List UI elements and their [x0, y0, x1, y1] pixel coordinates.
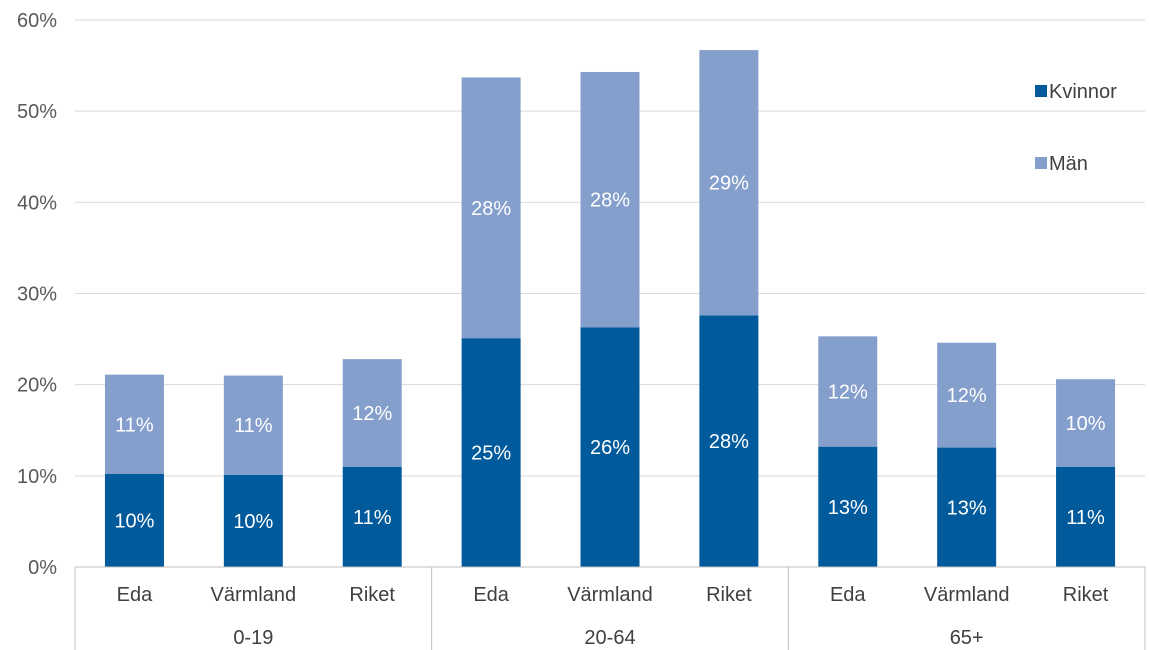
group-label: 20-64: [584, 627, 635, 649]
data-label: 28%: [709, 431, 749, 453]
category-label: Riket: [706, 584, 752, 606]
data-label: 10%: [233, 511, 273, 533]
y-tick-label: 40%: [17, 192, 57, 214]
data-label: 13%: [828, 497, 868, 519]
data-label: 11%: [1066, 507, 1105, 529]
category-label: Eda: [117, 584, 153, 606]
bar-kvinnor: [461, 338, 521, 567]
bar-kvinnor: [699, 315, 759, 567]
bar-kvinnor: [1056, 466, 1116, 567]
y-tick-label: 50%: [17, 101, 57, 123]
bar-kvinnor: [223, 474, 283, 567]
legend-swatch-man: [1035, 157, 1047, 169]
data-label: 26%: [590, 437, 630, 459]
y-tick-label: 0%: [28, 557, 57, 579]
data-label: 28%: [590, 190, 630, 212]
bar-kvinnor: [580, 327, 640, 567]
bar-kvinnor: [818, 446, 878, 567]
data-label: 11%: [115, 414, 154, 436]
data-label: 29%: [709, 173, 749, 195]
bar-man: [580, 71, 640, 328]
bar-kvinnor: [937, 447, 997, 567]
data-label: 11%: [353, 507, 392, 529]
group-label: 65+: [950, 627, 984, 649]
legend: Kvinnor Män: [1035, 81, 1117, 175]
y-tick-label: 30%: [17, 284, 57, 306]
category-label: Värmland: [567, 584, 653, 606]
y-axis: 0% 10% 20% 30% 40% 50% 60%: [17, 10, 57, 579]
data-label: 25%: [471, 443, 511, 465]
legend-swatch-kvinnor: [1035, 85, 1047, 97]
y-tick-label: 10%: [17, 466, 57, 488]
data-label: 13%: [947, 497, 987, 519]
category-label: Värmland: [924, 584, 1010, 606]
category-label: Riket: [349, 584, 395, 606]
bar-man: [699, 50, 759, 316]
bar-man: [461, 77, 521, 339]
bar-man: [342, 359, 402, 467]
y-tick-label: 20%: [17, 375, 57, 397]
bar-man: [818, 336, 878, 447]
data-label: 11%: [234, 415, 273, 437]
legend-label-kvinnor: Kvinnor: [1049, 81, 1117, 103]
bar-kvinnor: [342, 466, 402, 567]
data-label: 12%: [828, 382, 868, 404]
bar-man: [223, 375, 283, 475]
category-label: Värmland: [211, 584, 297, 606]
x-axis: Eda Värmland Riket Eda Värmland Riket Eda Värml…: [74, 566, 1146, 650]
category-label: Riket: [1063, 584, 1109, 606]
bar-man: [1056, 379, 1116, 467]
data-label: 10%: [1066, 413, 1106, 435]
data-label: 10%: [114, 511, 154, 533]
bars: 10% 10% 11% 25% 26% 28% 13% 13% 11% 11% 11% 12% 28% 2…: [104, 50, 1116, 567]
legend-label-man: Män: [1049, 153, 1088, 175]
category-label: Eda: [473, 584, 509, 606]
group-label: 0-19: [233, 627, 273, 649]
category-label: Eda: [830, 584, 866, 606]
y-tick-label: 60%: [17, 10, 57, 32]
bar-man: [937, 342, 997, 448]
data-label: 12%: [352, 403, 392, 425]
data-label: 28%: [471, 198, 511, 220]
bar-kvinnor: [104, 474, 164, 567]
bar-man: [104, 374, 164, 475]
data-label: 12%: [947, 385, 987, 407]
